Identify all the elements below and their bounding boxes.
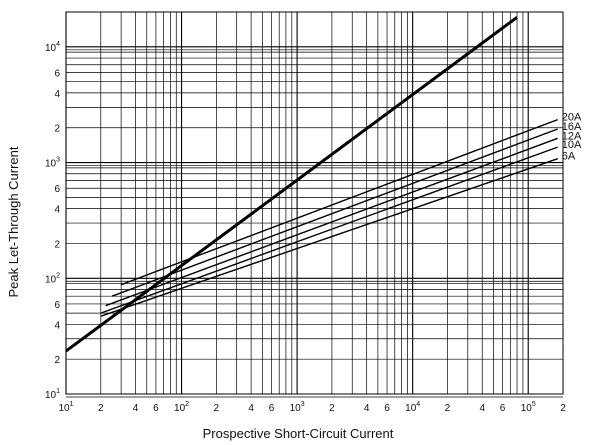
y-tick-label: 2: [54, 124, 60, 135]
y-tick-label: 2: [54, 239, 60, 250]
x-tick-label: 2: [214, 403, 220, 414]
y-tick-label: 104: [45, 41, 60, 54]
series-label: 6A: [562, 151, 576, 163]
x-tick-label: 104: [405, 401, 420, 414]
y-tick-label: 103: [45, 157, 60, 170]
series-line: [105, 137, 558, 307]
x-axis-title: Prospective Short-Circuit Current: [203, 426, 394, 441]
x-tick-label: 102: [174, 401, 189, 414]
series-label: 12A: [562, 130, 582, 142]
grid-horizontal-lines: [66, 11, 563, 398]
y-axis-title: Peak Let-Through Current: [6, 146, 21, 297]
x-tick-label: 2: [329, 403, 335, 414]
x-tick-label: 103: [290, 401, 305, 414]
series-line: [120, 118, 558, 286]
x-tick-label: 6: [384, 403, 390, 414]
y-tick-label: 101: [45, 388, 60, 401]
y-tick-labels: 101 2 4 6 102 2 4 6 103 2 4 6 104: [45, 41, 60, 401]
x-tick-label: 2: [445, 403, 451, 414]
grid-vertical-lines: [65, 12, 564, 394]
series-label: 16A: [562, 121, 582, 133]
y-tick-label: 6: [54, 184, 60, 195]
y-tick-label: 4: [54, 89, 60, 100]
x-tick-label: 2: [98, 403, 104, 414]
y-tick-label: 2: [54, 355, 60, 366]
x-tick-label: 4: [479, 403, 485, 414]
reference-line: [65, 16, 518, 353]
x-tick-label: 4: [364, 403, 370, 414]
x-tick-label: 6: [269, 403, 275, 414]
x-tick-label: 4: [248, 403, 254, 414]
series-label: 20A: [562, 112, 582, 124]
x-tick-labels: 101 2 4 6 102 2 4 6 103 2 4 6 104 2 4 6 105 2: [58, 401, 566, 414]
series-line: [100, 158, 558, 317]
plot-frame: [65, 11, 564, 395]
series-line: [100, 146, 558, 314]
x-tick-label: 101: [58, 401, 73, 414]
y-tick-label: 4: [54, 205, 60, 216]
series-label: 10A: [562, 139, 582, 151]
x-tick-label: 6: [153, 403, 159, 414]
series-line: [111, 128, 558, 297]
series-lines: [65, 16, 558, 353]
y-tick-label: 6: [54, 69, 60, 80]
x-tick-label: 2: [560, 403, 566, 414]
y-tick-label: 4: [54, 320, 60, 331]
x-tick-label: 105: [521, 401, 536, 414]
x-tick-label: 6: [500, 403, 506, 414]
y-tick-label: 6: [54, 300, 60, 311]
y-tick-label: 102: [45, 272, 60, 285]
x-tick-label: 4: [133, 403, 139, 414]
